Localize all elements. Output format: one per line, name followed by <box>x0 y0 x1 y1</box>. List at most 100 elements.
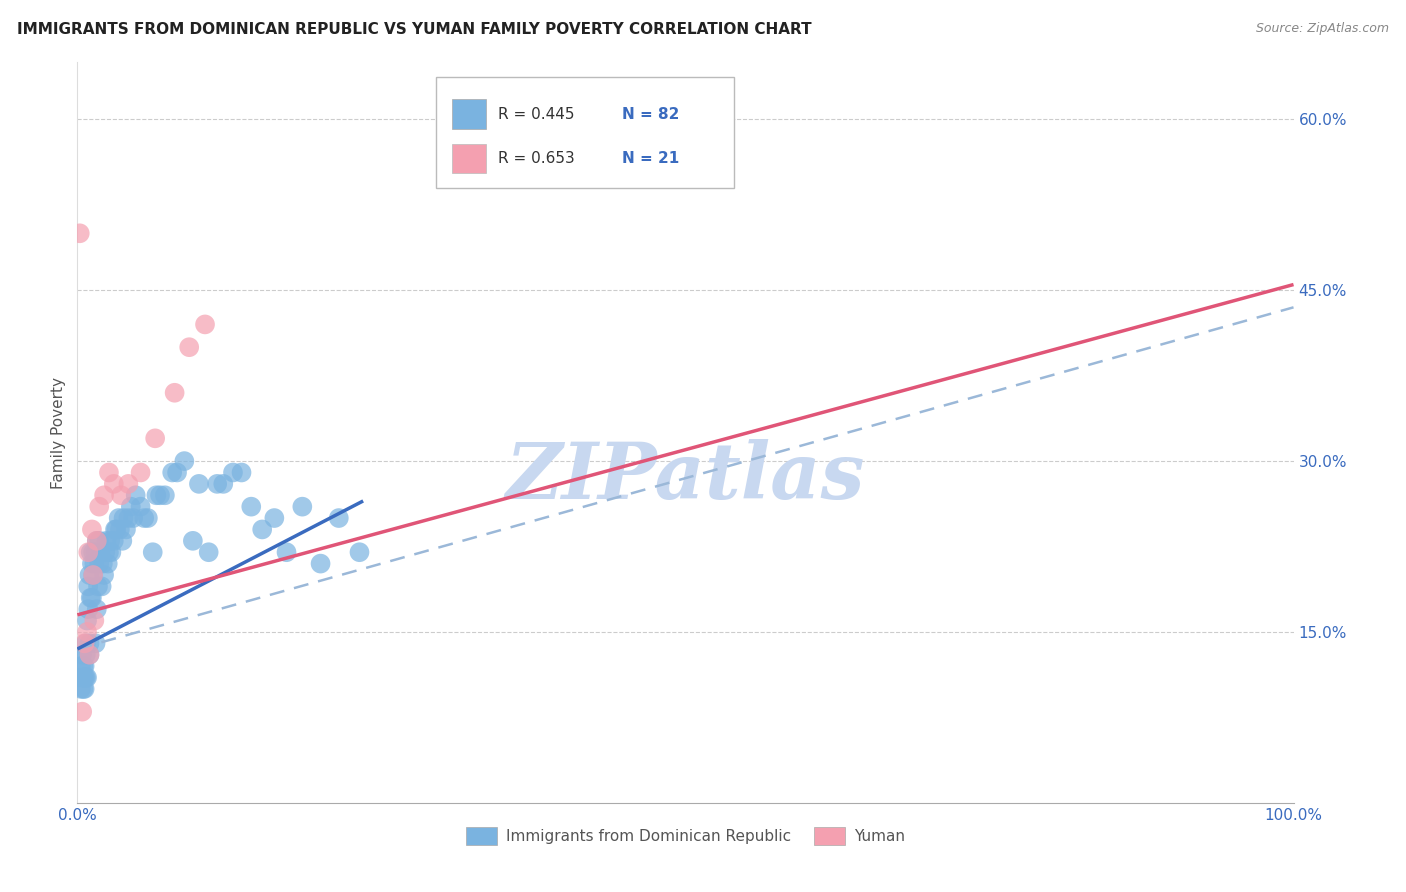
Point <box>72 681 94 696</box>
Point <box>93 568 115 582</box>
Point <box>163 385 186 400</box>
Point <box>97 557 120 571</box>
Point <box>108 523 131 537</box>
Point <box>125 488 148 502</box>
Text: Source: ZipAtlas.com: Source: ZipAtlas.com <box>1256 22 1389 36</box>
Point <box>166 466 188 480</box>
Text: R = 0.653: R = 0.653 <box>498 151 575 166</box>
Point <box>86 602 108 616</box>
FancyBboxPatch shape <box>451 99 486 129</box>
Point <box>79 568 101 582</box>
Point <box>143 431 166 445</box>
Point <box>70 681 93 696</box>
Point <box>79 636 101 650</box>
Point <box>79 648 101 662</box>
Point <box>82 568 104 582</box>
Legend: Immigrants from Dominican Republic, Yuman: Immigrants from Dominican Republic, Yuma… <box>460 821 911 851</box>
Text: ZIPatlas: ZIPatlas <box>506 439 865 516</box>
Point <box>197 545 219 559</box>
Point <box>309 557 332 571</box>
Text: R = 0.445: R = 0.445 <box>498 107 575 122</box>
Point <box>107 511 129 525</box>
Point <box>145 488 167 502</box>
Point <box>90 579 112 593</box>
Point <box>89 545 111 559</box>
Point <box>194 318 217 332</box>
Point <box>84 545 107 559</box>
FancyBboxPatch shape <box>436 78 734 188</box>
Point <box>115 523 138 537</box>
Point <box>111 533 134 548</box>
Point <box>75 636 97 650</box>
Point <box>240 500 263 514</box>
Point <box>328 511 350 525</box>
Point <box>93 488 115 502</box>
Point <box>80 591 103 605</box>
Point <box>73 659 96 673</box>
Point <box>222 466 245 480</box>
FancyBboxPatch shape <box>451 144 486 173</box>
Point <box>72 659 94 673</box>
Point <box>112 511 135 525</box>
Point <box>86 533 108 548</box>
Point <box>153 488 176 502</box>
Point <box>86 533 108 548</box>
Point <box>110 488 132 502</box>
Point <box>69 227 91 241</box>
Point <box>80 523 103 537</box>
Point <box>96 533 118 548</box>
Text: IMMIGRANTS FROM DOMINICAN REPUBLIC VS YUMAN FAMILY POVERTY CORRELATION CHART: IMMIGRANTS FROM DOMINICAN REPUBLIC VS YU… <box>17 22 811 37</box>
Point <box>205 476 228 491</box>
Y-axis label: Family Poverty: Family Poverty <box>51 376 66 489</box>
Point <box>181 533 204 548</box>
Point <box>83 557 105 571</box>
Point <box>97 545 120 559</box>
Point <box>276 545 298 559</box>
Point <box>122 511 145 525</box>
Point <box>142 545 165 559</box>
Point <box>87 579 110 593</box>
Point <box>129 500 152 514</box>
Text: N = 21: N = 21 <box>623 151 679 166</box>
Point <box>89 533 111 548</box>
Point <box>77 602 100 616</box>
Point <box>120 500 142 514</box>
Point <box>291 500 314 514</box>
Point <box>104 523 127 537</box>
Point <box>231 466 253 480</box>
Point <box>79 648 101 662</box>
Point <box>103 476 125 491</box>
Point <box>73 636 96 650</box>
Point <box>73 681 96 696</box>
Point <box>77 545 100 559</box>
Point <box>117 476 139 491</box>
Point <box>97 466 120 480</box>
Point <box>69 671 91 685</box>
Point <box>173 454 195 468</box>
Point <box>89 557 111 571</box>
Point <box>349 545 371 559</box>
Point <box>89 500 111 514</box>
Point <box>75 671 97 685</box>
Point <box>77 579 100 593</box>
Point <box>70 648 93 662</box>
Point <box>179 340 201 354</box>
Point <box>80 557 103 571</box>
Point <box>98 533 121 548</box>
Point <box>129 466 152 480</box>
Point <box>212 476 235 491</box>
Text: N = 82: N = 82 <box>623 107 679 122</box>
Point <box>75 648 97 662</box>
Point <box>103 533 125 548</box>
Point <box>83 614 105 628</box>
Point <box>134 511 156 525</box>
Point <box>91 557 114 571</box>
Point <box>76 614 98 628</box>
Point <box>72 671 94 685</box>
Point <box>76 671 98 685</box>
Point <box>94 545 117 559</box>
Point <box>70 671 93 685</box>
Point <box>160 466 183 480</box>
Point <box>82 568 104 582</box>
Point <box>100 545 122 559</box>
